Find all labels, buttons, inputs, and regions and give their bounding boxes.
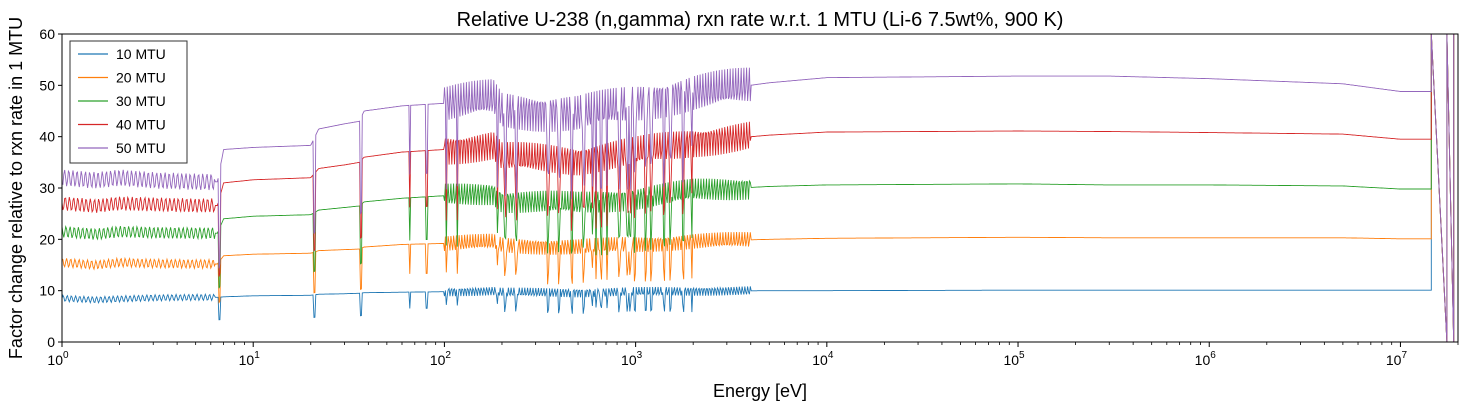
- legend: 10 MTU 20 MTU 30 MTU 40 MTU 50 MTU: [69, 40, 188, 164]
- chart-title: Relative U-238 (n,gamma) rxn rate w.r.t.…: [457, 9, 1064, 31]
- legend-label: 20 MTU: [116, 70, 166, 86]
- y-tick-label: 0: [47, 334, 55, 350]
- ticks-layer: 0 10 20 30 40 50 60 100 101 102 103 104 105 106 107: [39, 26, 1459, 368]
- series-line: [62, 34, 1455, 342]
- y-tick-label: 30: [39, 180, 55, 196]
- y-axis-label: Factor change relative to rxn rate in 1 …: [6, 17, 26, 359]
- plot-frame: [61, 33, 1459, 343]
- x-tick-label: 104: [812, 350, 834, 368]
- y-tick-label: 60: [39, 26, 55, 42]
- y-tick-label: 50: [39, 77, 55, 93]
- x-tick-label: 103: [621, 350, 643, 368]
- x-tick-label: 107: [1386, 350, 1408, 368]
- legend-label: 30 MTU: [116, 93, 166, 109]
- x-tick-label: 105: [1003, 350, 1025, 368]
- series-line: [62, 34, 1455, 342]
- series-line: [62, 34, 1455, 342]
- x-tick-label: 100: [47, 350, 69, 368]
- x-tick-label: 101: [239, 350, 261, 368]
- x-axis-label: Energy [eV]: [713, 381, 807, 401]
- y-tick-label: 40: [39, 129, 55, 145]
- x-tick-label: 106: [1195, 350, 1217, 368]
- series-line: [62, 34, 1455, 342]
- series-layer: [62, 34, 1455, 342]
- x-tick-label: 102: [430, 350, 452, 368]
- y-tick-label: 10: [39, 283, 55, 299]
- legend-box: [69, 40, 188, 164]
- legend-label: 10 MTU: [116, 46, 166, 62]
- y-tick-label: 20: [39, 231, 55, 247]
- legend-label: 40 MTU: [116, 117, 166, 133]
- legend-label: 50 MTU: [116, 140, 166, 156]
- series-line: [62, 34, 1455, 342]
